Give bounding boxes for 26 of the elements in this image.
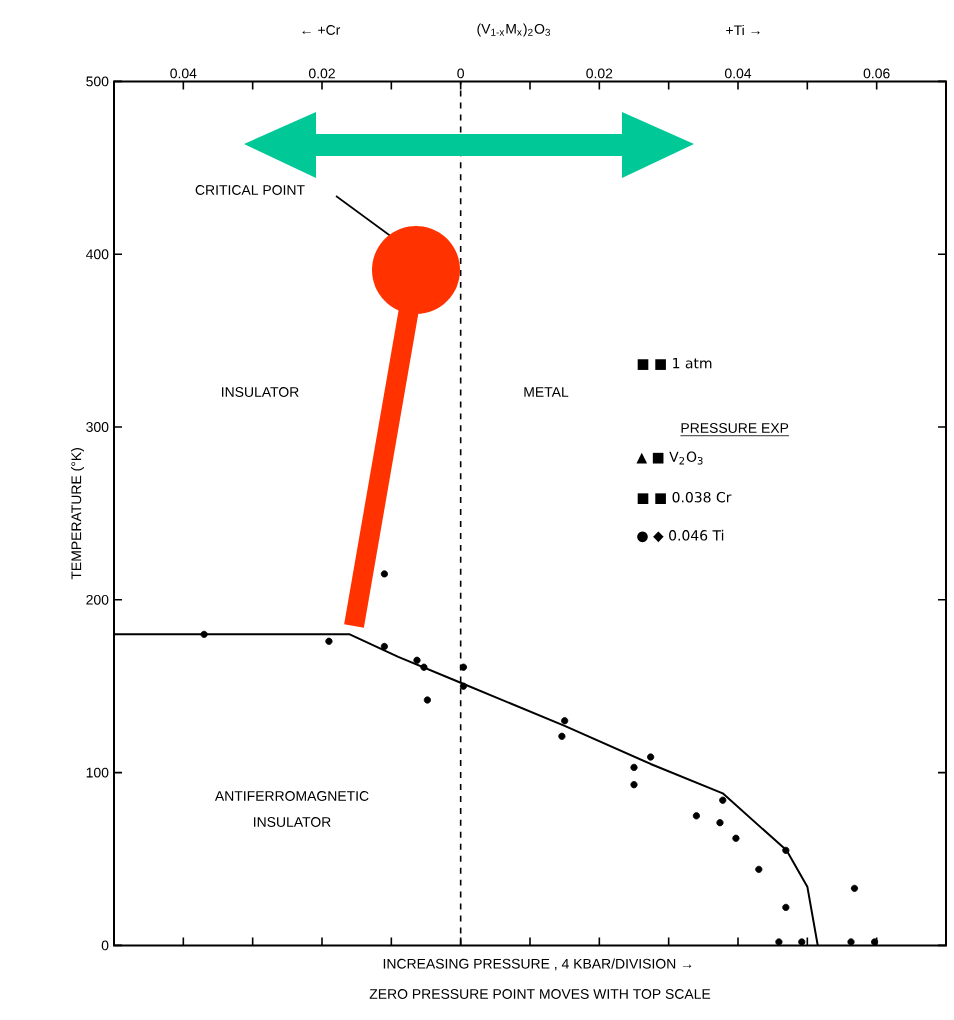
point bbox=[871, 938, 879, 946]
point bbox=[630, 781, 638, 789]
point bbox=[558, 732, 566, 740]
point bbox=[561, 717, 569, 725]
point bbox=[798, 938, 806, 946]
point bbox=[423, 696, 431, 704]
point bbox=[380, 642, 388, 651]
point bbox=[380, 570, 388, 578]
point bbox=[459, 663, 468, 671]
point bbox=[420, 663, 428, 671]
point bbox=[782, 903, 790, 911]
point bbox=[413, 656, 421, 664]
point bbox=[630, 763, 638, 771]
point bbox=[325, 637, 333, 645]
point bbox=[732, 834, 740, 842]
point bbox=[850, 884, 859, 892]
point bbox=[647, 753, 655, 761]
point bbox=[716, 819, 724, 827]
point bbox=[847, 938, 855, 946]
point bbox=[775, 938, 783, 946]
point bbox=[755, 865, 763, 873]
point bbox=[692, 812, 700, 820]
point bbox=[200, 630, 208, 638]
point bbox=[782, 846, 790, 854]
point bbox=[459, 682, 468, 690]
point bbox=[719, 796, 727, 804]
